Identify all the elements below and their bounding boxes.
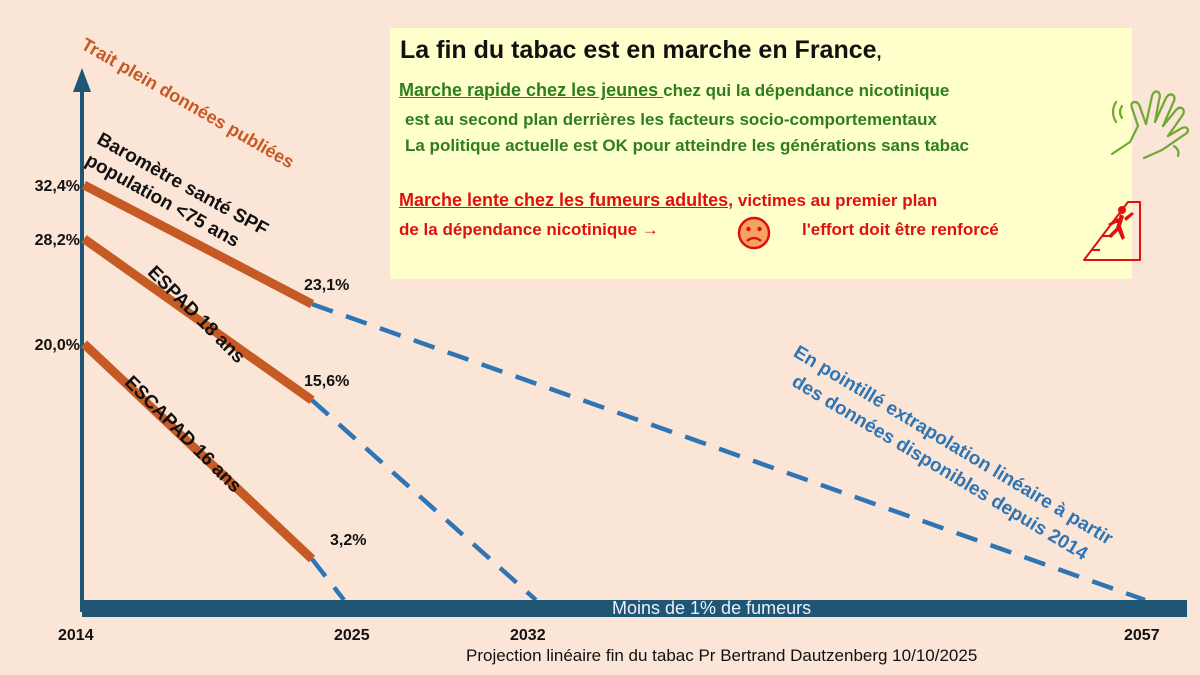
waving-hand-icon — [1110, 90, 1190, 160]
axis-floor-band — [82, 600, 1187, 617]
series-2-observed-line — [80, 340, 316, 563]
series-2-extrapolated-line — [310, 557, 346, 602]
y-axis-arrow — [73, 68, 91, 92]
x-tick-2032: 2032 — [510, 627, 546, 644]
series-2-start-label: 20,0% — [35, 337, 80, 354]
youth-heading: Marche rapide chez les jeunes — [399, 80, 664, 100]
x-tick-2025: 2025 — [334, 627, 370, 644]
series-1-end-label: 15,6% — [304, 373, 349, 390]
adult-line1: Marche lente chez les fumeurs adultes, v… — [399, 190, 937, 211]
series-0-end-label: 23,1% — [304, 277, 349, 294]
sad-face-icon — [737, 216, 771, 250]
adult-line2-b: l'effort doit être renforcé — [802, 220, 999, 239]
series-1-start-label: 28,2% — [35, 232, 80, 249]
youth-line1-rest: chez qui la dépendance nicotinique — [663, 81, 950, 100]
info-title-text: La fin du tabac est en marche en France — [400, 36, 877, 64]
adult-line2: de la dépendance nicotinique → — [399, 220, 659, 240]
series-1-observed-line — [81, 235, 315, 404]
series-1-extrapolated-line — [310, 398, 538, 602]
adult-line1-rest: victimes au premier plan — [737, 191, 938, 210]
series-0-start-label: 32,4% — [35, 178, 80, 195]
series-0-observed-line — [81, 181, 315, 309]
youth-line1: Marche rapide chez les jeunes chez qui l… — [399, 80, 949, 101]
footer-credit: Projection linéaire fin du tabac Pr Bert… — [466, 646, 978, 665]
x-tick-2057: 2057 — [1124, 627, 1160, 644]
adult-heading: Marche lente chez les fumeurs adultes, — [399, 190, 734, 210]
adult-line2-a: de la dépendance nicotinique → — [399, 220, 659, 239]
youth-line2: est au second plan derrières les facteur… — [405, 110, 937, 129]
floor-label: Moins de 1% de fumeurs — [612, 598, 812, 618]
info-title-punct: , — [876, 42, 882, 62]
info-box: La fin du tabac est en marche en France,… — [390, 28, 1132, 279]
series-0-extrapolated-line — [311, 302, 1146, 603]
climber-icon — [1083, 201, 1141, 261]
info-title: La fin du tabac est en marche en France, — [400, 36, 882, 65]
x-tick-2014: 2014 — [58, 627, 94, 644]
youth-line3: La politique actuelle est OK pour attein… — [405, 136, 969, 155]
series-2-end-label: 3,2% — [330, 532, 366, 549]
